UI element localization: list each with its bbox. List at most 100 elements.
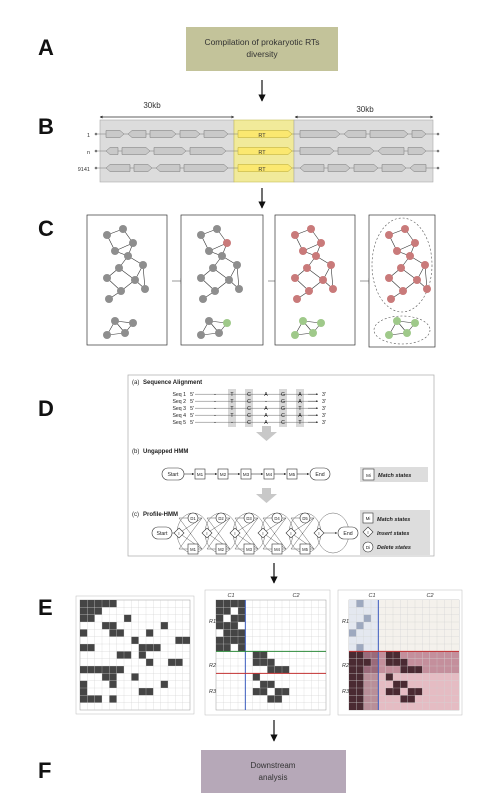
matrix-cell — [94, 607, 102, 615]
matrix-cell — [393, 673, 401, 681]
network-node — [131, 276, 139, 284]
matrix-cell — [422, 658, 430, 666]
matrix-cell — [400, 607, 408, 615]
matrix-cell — [378, 622, 386, 630]
matrix-cell — [385, 644, 393, 652]
gene-arrow — [155, 164, 181, 172]
matrix-cell — [160, 622, 168, 630]
matrix-cell — [437, 614, 445, 622]
matrix-cell — [282, 666, 290, 674]
matrix-cell — [356, 651, 364, 659]
insert-state-label: I — [178, 531, 179, 536]
m2-r2-label: R2 — [209, 663, 216, 669]
matrix-cell — [429, 658, 437, 666]
matrix-cell — [422, 644, 430, 652]
matrix-cell — [400, 622, 408, 630]
delete-state — [271, 512, 283, 524]
seq-name: Seq 4 — [172, 413, 186, 419]
gene-arrow — [149, 130, 177, 138]
matrix-cell — [349, 607, 357, 615]
insert-state — [285, 527, 297, 539]
matrix-cell — [216, 636, 224, 644]
matrix-cell — [437, 644, 445, 652]
matrix-cell — [429, 695, 437, 703]
matrix-cell — [356, 614, 364, 622]
matrix-cell — [94, 600, 102, 608]
seq-base: C — [247, 399, 251, 405]
matrix-cell — [238, 629, 246, 637]
gene-arrow — [327, 164, 351, 172]
panel-f: F Downstream analysis — [38, 750, 346, 793]
matrix-cell — [230, 636, 238, 644]
matrix-cell — [437, 600, 445, 608]
matrix-cell — [363, 651, 371, 659]
matrix-cell — [385, 695, 393, 703]
network-edge — [424, 264, 428, 290]
panel-b-letter: B — [38, 114, 54, 139]
network-step-box — [180, 214, 264, 346]
matrix-cell — [102, 666, 110, 674]
end-label: End — [315, 472, 324, 478]
matrix-cell — [109, 673, 117, 681]
matrix-cell — [415, 651, 423, 659]
match-state — [299, 543, 311, 555]
matrix-cell — [400, 651, 408, 659]
network-node — [218, 252, 226, 260]
network-node — [291, 274, 299, 282]
matrix-cell — [400, 680, 408, 688]
matrix-cell — [109, 695, 117, 703]
matrix-cell — [429, 688, 437, 696]
matrix-cell — [444, 673, 452, 681]
matrix-cell — [274, 695, 282, 703]
matrix-cell — [444, 600, 452, 608]
legend-match-text: Match states — [378, 473, 411, 479]
panel-a-letter: A — [38, 35, 54, 60]
matrix-cell — [400, 688, 408, 696]
matrix-cell — [422, 702, 430, 710]
matrix-cell — [356, 622, 364, 630]
transition-line — [234, 517, 259, 550]
matrix-cell — [124, 614, 132, 622]
network-node — [103, 331, 111, 339]
matrix-cell — [444, 622, 452, 630]
matrix-cell — [444, 644, 452, 652]
seq-base: C — [247, 392, 251, 398]
matrix-cell — [451, 695, 459, 703]
match-state-label: M3 — [243, 472, 250, 477]
matrix-cell — [267, 658, 275, 666]
ungapped-hmm: Start M1 M2 M3 M4 M5 End — [161, 467, 331, 481]
matrix-cell — [363, 622, 371, 630]
matrix-cell — [267, 666, 275, 674]
matrix-cell — [274, 666, 282, 674]
seq-base: T — [298, 420, 302, 426]
matrix-cell — [437, 673, 445, 681]
network-node — [197, 274, 205, 282]
seq-base: - — [231, 420, 233, 426]
rt-gene-arrow — [237, 164, 293, 172]
network-node — [121, 329, 129, 337]
row-label-9141: 9141 — [78, 167, 90, 173]
matrix-cell — [437, 658, 445, 666]
m3-r3-label: R3 — [342, 689, 350, 695]
matrix-cell — [160, 680, 168, 688]
matrix-cell — [94, 695, 102, 703]
row-label-1: 1 — [87, 133, 90, 139]
matrix-cell — [223, 636, 231, 644]
gene-arrow — [105, 130, 125, 138]
panel-f-letter: F — [38, 758, 51, 783]
matrix-cell — [378, 636, 386, 644]
match-state — [271, 543, 283, 555]
matrix-cell — [429, 666, 437, 674]
matrix-cell — [429, 600, 437, 608]
matrix-cell — [415, 644, 423, 652]
matrix-cell — [349, 666, 357, 674]
section-c-label: (c) — [132, 512, 139, 518]
matrix-cell — [87, 607, 95, 615]
matrix-cell — [116, 651, 124, 659]
seq-base: A — [264, 406, 268, 412]
matrix-cell — [393, 695, 401, 703]
seq-base: A — [298, 392, 302, 398]
delete-state-label: D2 — [218, 516, 224, 521]
insert-state-label: I — [262, 531, 263, 536]
